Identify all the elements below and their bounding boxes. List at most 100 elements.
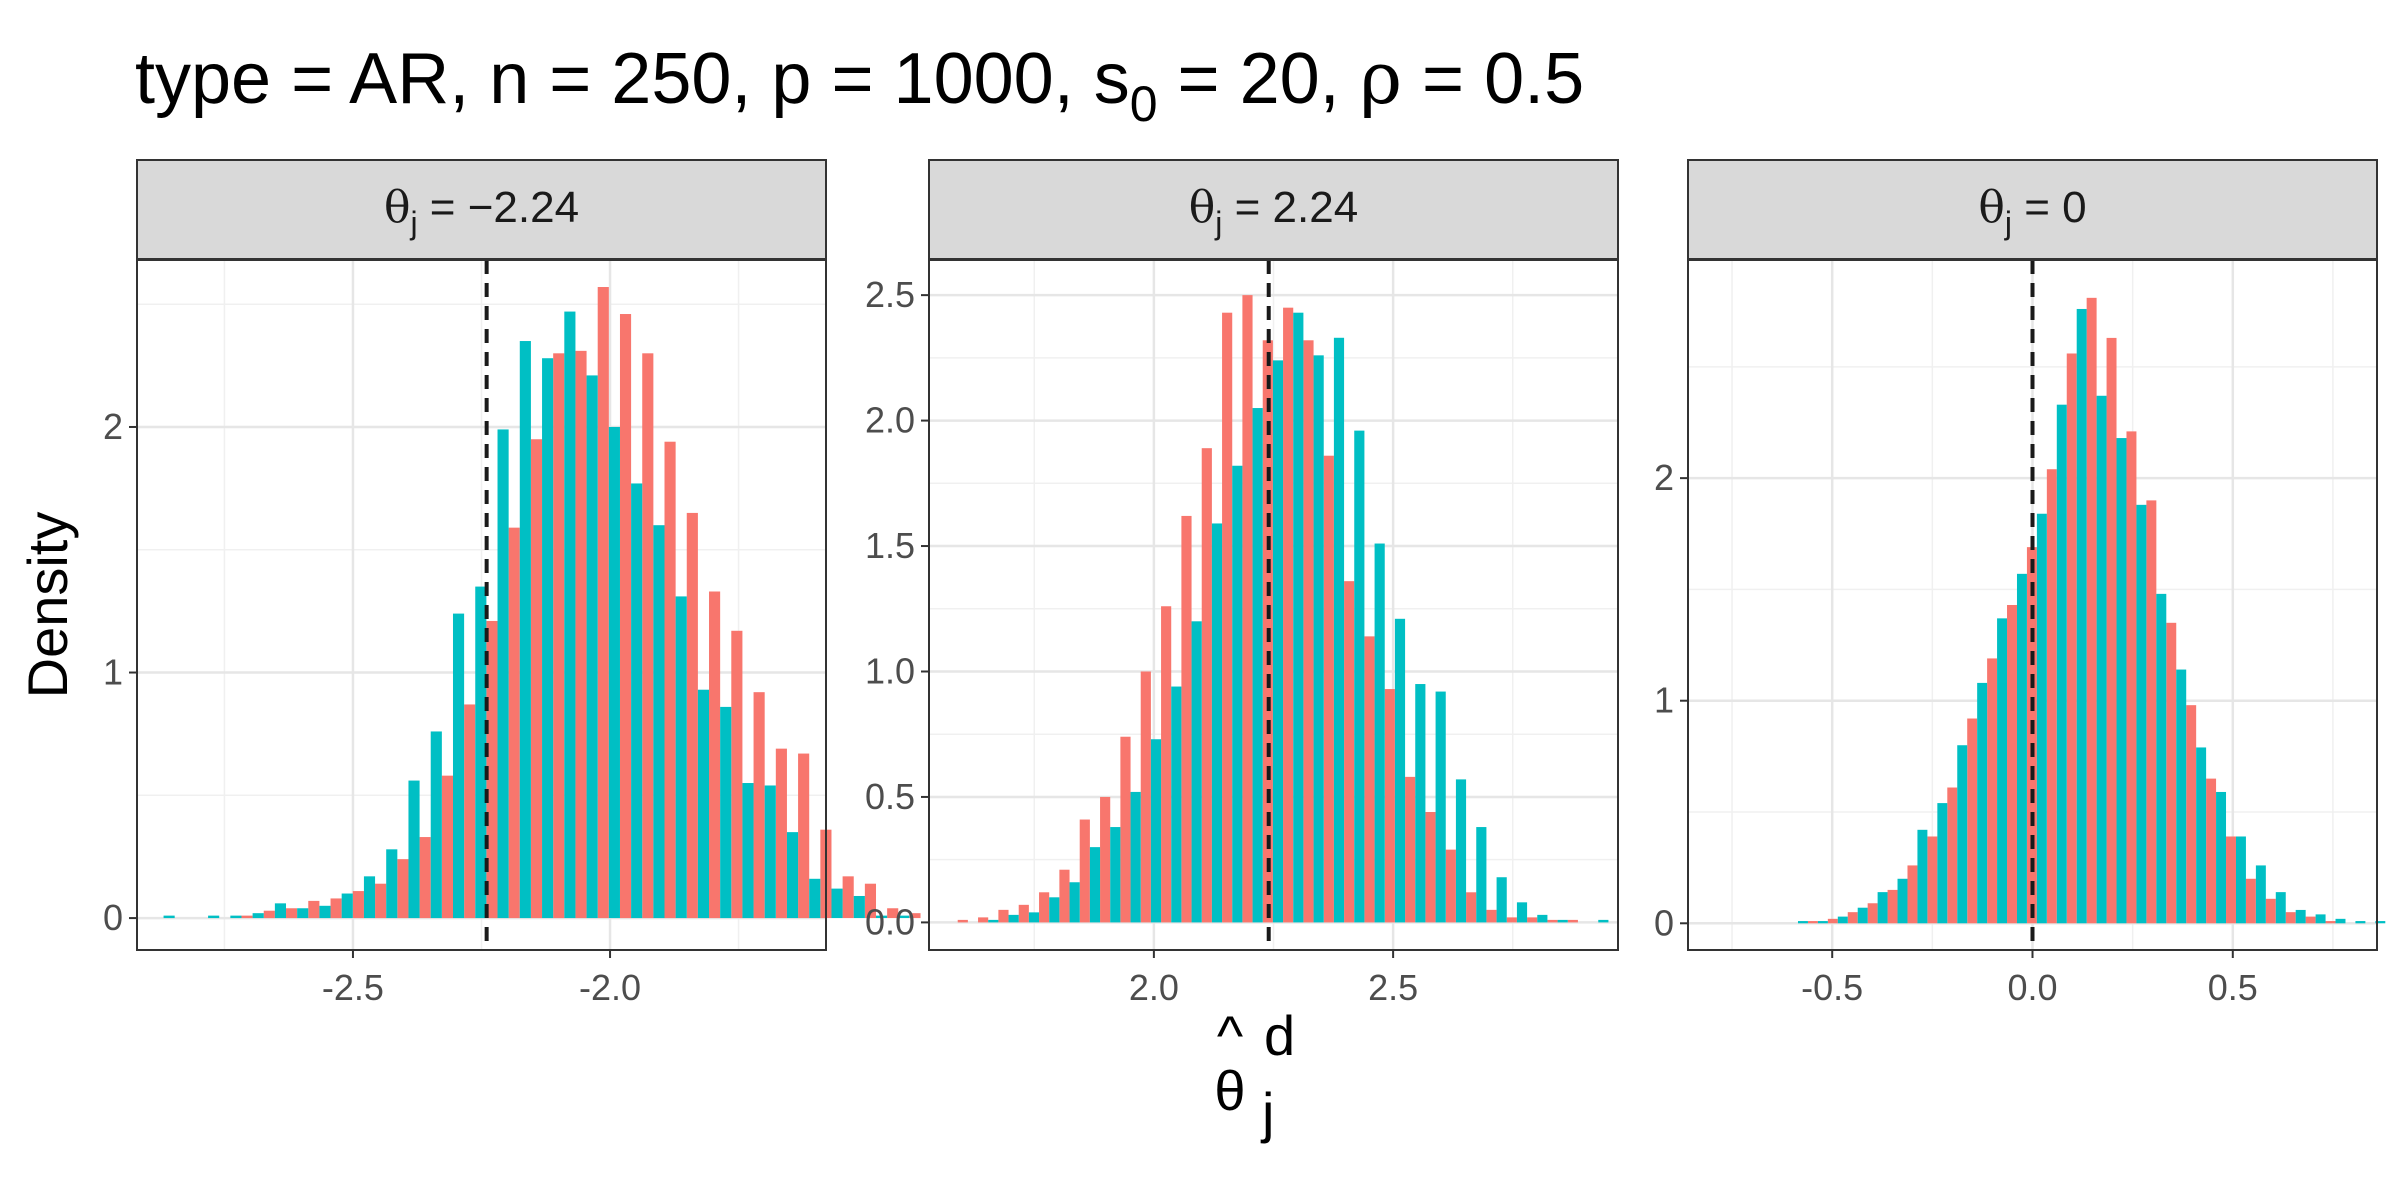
histogram-bar-teal	[1997, 618, 2008, 924]
histogram-bar-red	[508, 527, 520, 919]
histogram-bar-red	[1201, 448, 1212, 923]
histogram-bar-red	[330, 898, 342, 919]
histogram-bar-red	[619, 314, 632, 919]
histogram-bar-teal	[2116, 438, 2127, 924]
histogram-bar-red	[2066, 353, 2077, 924]
histogram-bar-red	[2245, 878, 2256, 924]
histogram-bar-red	[909, 913, 921, 919]
histogram-bar-red	[2046, 469, 2057, 924]
panel-3: θj = 0 -0.5 0.0 0.5 0 1 2	[1654, 159, 2386, 1008]
histogram-bar-red	[575, 350, 587, 919]
histogram-bar-red	[978, 917, 989, 923]
histogram-bar-teal	[1837, 916, 1848, 924]
histogram-bar-red	[1466, 892, 1477, 923]
histogram-bar-teal	[1232, 465, 1243, 923]
histogram-bar-red	[1506, 917, 1517, 923]
histogram-bar-red	[1079, 819, 1090, 923]
histogram-bar-red	[1039, 892, 1050, 923]
histogram-bar-teal	[1028, 912, 1040, 923]
y-tick-label: 1	[103, 652, 123, 693]
x-axis-label-symbol: θ	[1214, 1059, 1245, 1122]
histogram-bar-red	[1425, 812, 1436, 923]
histogram-bar-teal	[564, 311, 576, 919]
x-axis-label-superscript: d	[1264, 1004, 1295, 1067]
histogram-bar-red	[775, 748, 787, 919]
y-tick-label: 0.0	[865, 901, 915, 942]
histogram-bar-teal	[2076, 308, 2087, 924]
y-tick-label: 0	[103, 897, 123, 938]
histogram-bar-teal	[1293, 312, 1304, 923]
strip-label-subscript: j	[1214, 205, 1222, 241]
histogram-bar-teal	[1598, 919, 1609, 923]
histogram-bar-red	[1827, 918, 1838, 924]
histogram-bar-teal	[786, 832, 799, 919]
histogram-bar-teal	[1110, 827, 1121, 923]
histogram-bar-red	[2086, 297, 2097, 924]
y-tick-label: 2	[103, 406, 123, 447]
histogram-bar-teal	[452, 613, 465, 919]
histogram-bar-red	[419, 837, 431, 919]
histogram-bar-teal	[1455, 779, 1467, 923]
histogram-bar-teal	[2156, 593, 2167, 924]
histogram-bar-red	[1486, 909, 1497, 923]
panel-1: θj = −2.24 -2.5 -2.0 0 1 2	[103, 159, 977, 1008]
histogram-bar-red	[1384, 689, 1395, 923]
histogram-bar-teal	[1150, 739, 1162, 923]
x-tick-label: 2.0	[1129, 967, 1179, 1008]
histogram-bar-red	[1807, 921, 1818, 924]
histogram-bar-teal	[341, 893, 353, 919]
histogram-bar-teal	[2016, 573, 2027, 924]
histogram-bar-teal	[631, 483, 643, 919]
title-part-a: type = AR, n = 250, p = 1000, s	[135, 39, 1130, 119]
title-subscript: 0	[1130, 76, 1158, 132]
histogram-bar-teal	[1937, 803, 1948, 924]
histogram-bar-teal	[319, 905, 331, 919]
histogram-bar-red	[753, 692, 765, 919]
histogram-bar-red	[2206, 778, 2217, 924]
strip-label-value: = 2.24	[1222, 183, 1358, 232]
histogram-bar-teal	[408, 780, 420, 919]
histogram-bar-red	[308, 900, 320, 919]
histogram-bar-red	[1018, 904, 1029, 923]
strip-label-symbol: θ	[1189, 182, 1216, 233]
histogram-bar-teal	[475, 586, 487, 919]
histogram-bar-teal	[1537, 914, 1548, 923]
histogram-bar-teal	[1130, 791, 1141, 923]
histogram-bar-red	[887, 908, 899, 919]
histogram-bar-red	[1364, 636, 1375, 923]
x-axis-label-hat: ^	[1217, 1004, 1243, 1067]
chart-title: type = AR, n = 250, p = 1000, s0 = 20, ρ…	[135, 36, 1584, 132]
y-tick-label: 2.0	[865, 400, 915, 441]
histogram-bar-red	[286, 908, 298, 919]
histogram-bar-teal	[1394, 618, 1406, 923]
histogram-bar-red	[1222, 312, 1233, 923]
histogram-bar-teal	[1977, 682, 1988, 924]
histogram-bar-teal	[1415, 684, 1426, 923]
title-rho: ρ	[1360, 36, 1402, 120]
histogram-bar-teal	[1476, 827, 1487, 923]
histogram-bar-teal	[2216, 791, 2227, 924]
histogram-bar-red	[1120, 736, 1131, 923]
y-tick-label: 0	[1654, 902, 1674, 943]
y-tick-label: 1.0	[865, 650, 915, 691]
histogram-bar-red	[664, 441, 676, 919]
histogram-bar-teal	[386, 849, 398, 919]
histogram-bar-teal	[742, 783, 754, 919]
histogram-bar-red	[397, 859, 409, 919]
histogram-bar-teal	[2096, 395, 2107, 924]
strip-label-symbol: θ	[384, 182, 411, 233]
histogram-bar-red	[1927, 836, 1938, 924]
histogram-bar-teal	[1435, 691, 1446, 923]
histogram-bar-red	[1547, 919, 1558, 923]
histogram-bar-red	[2146, 500, 2157, 924]
histogram-bar-red	[1567, 919, 1578, 923]
histogram-bar-teal	[831, 888, 843, 919]
x-tick-label: -0.5	[1801, 967, 1863, 1008]
histogram-bar-teal	[1171, 686, 1182, 923]
histogram-bar-red	[2226, 836, 2236, 924]
histogram-bar-teal	[2176, 669, 2187, 924]
histogram-bar-teal	[1272, 360, 1284, 923]
histogram-bar-red	[2285, 912, 2296, 924]
histogram-bar-red	[2106, 337, 2117, 924]
